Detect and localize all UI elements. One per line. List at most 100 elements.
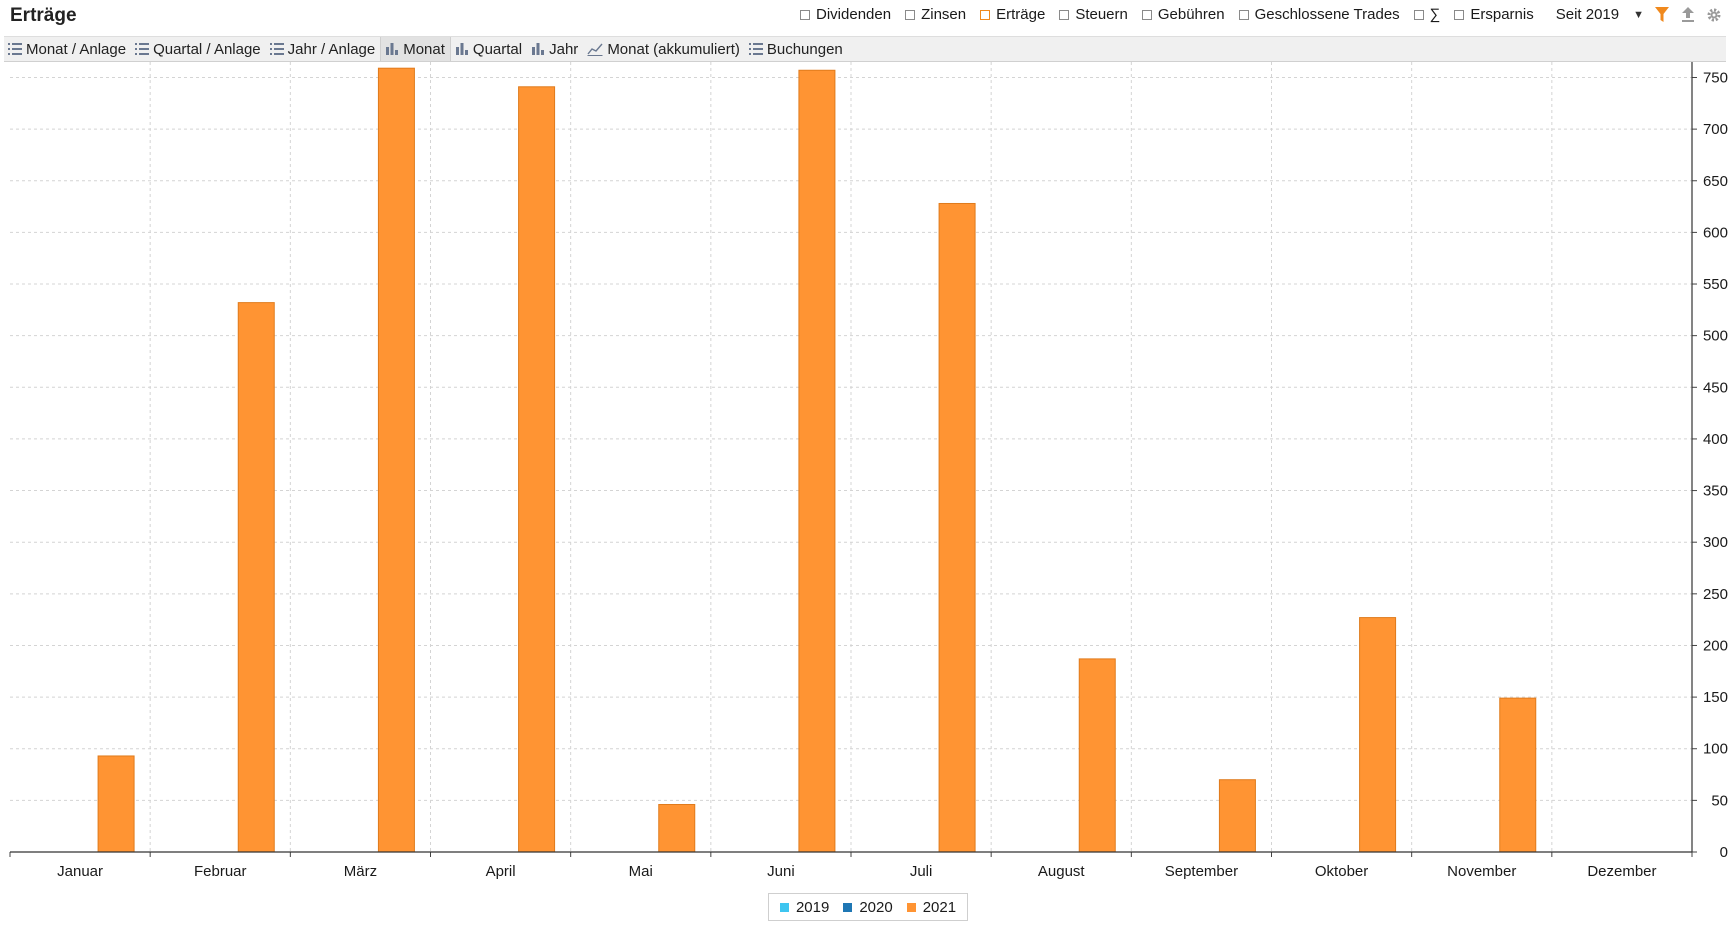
bar-2021-februar: [237, 302, 275, 853]
y-tick-label: 0: [1720, 844, 1728, 861]
checkbox-zinsen[interactable]: [905, 9, 916, 20]
list-icon: [8, 43, 22, 55]
filter-label-zinsen: Zinsen: [921, 6, 967, 23]
line-chart-icon: [587, 43, 603, 56]
filter-zinsen[interactable]: Zinsen: [905, 6, 966, 23]
page-title: Erträge: [10, 5, 77, 26]
export-icon[interactable]: [1680, 6, 1696, 23]
chevron-down-icon[interactable]: ▼: [1633, 8, 1644, 21]
filter-ertraege[interactable]: Erträge: [980, 6, 1045, 23]
filter-summe[interactable]: ∑: [1413, 6, 1441, 23]
tab-label: Quartal / Anlage: [153, 40, 261, 58]
legend-item-2019[interactable]: 2019: [779, 899, 829, 916]
y-tick-label: 750: [1703, 69, 1728, 86]
x-tick-label: März: [344, 863, 377, 880]
bar-2021-september: [1218, 779, 1256, 853]
list-icon: [748, 43, 763, 55]
filter-bar: Dividenden Zinsen Erträge Steuern Gebühr…: [786, 6, 1722, 23]
chart-legend: 2019 2020 2021: [768, 893, 968, 921]
settings-icon[interactable]: [1706, 7, 1722, 23]
y-tick-label: 700: [1703, 121, 1728, 138]
filter-label-steuern: Steuern: [1075, 6, 1128, 23]
bar-2021-mai: [658, 803, 696, 853]
bar-2021-april: [518, 86, 556, 853]
bar-2021-august: [1078, 658, 1116, 853]
tab-label: Jahr: [549, 40, 579, 58]
legend-label-2021: 2021: [922, 898, 957, 916]
bar-2021-oktober: [1359, 617, 1397, 853]
y-tick-label: 450: [1703, 379, 1728, 396]
checkbox-geschlossene-trades[interactable]: [1238, 9, 1249, 20]
y-tick-label: 200: [1703, 637, 1728, 654]
y-tick-label: 100: [1703, 741, 1728, 758]
tab-label: Monat (akkumuliert): [607, 40, 740, 58]
bar-2021-november: [1499, 697, 1537, 853]
tab-label: Buchungen: [766, 40, 843, 58]
bar-chart-icon: [386, 43, 399, 55]
period-dropdown[interactable]: Seit 2019 ▼: [1556, 6, 1644, 23]
checkbox-summe[interactable]: [1413, 9, 1424, 20]
checkbox-ertraege[interactable]: [980, 9, 991, 20]
legend-item-2020[interactable]: 2020: [843, 898, 893, 916]
legend-swatch-2019: [779, 902, 789, 912]
list-icon: [269, 43, 284, 55]
legend-item-2021[interactable]: 2021: [906, 898, 957, 916]
tab-jahr[interactable]: Jahr: [527, 37, 583, 61]
bar-chart: 0 50 100 150 200 250 300 350 400 450 500 550 600 650 7…: [9, 62, 1728, 880]
checkbox-steuern[interactable]: [1059, 9, 1070, 20]
x-tick-label: Mai: [629, 863, 653, 880]
filter-label-geschlossene-trades: Geschlossene Trades: [1254, 6, 1400, 23]
x-tick-label: Oktober: [1315, 863, 1368, 880]
legend-swatch-2020: [843, 902, 853, 912]
tab-jahr-anlage[interactable]: Jahr / Anlage: [266, 37, 381, 61]
legend-label-2020: 2020: [859, 898, 893, 916]
x-tick-label: Juni: [767, 863, 795, 880]
tab-monat-akkumuliert[interactable]: Monat (akkumuliert): [583, 37, 745, 61]
y-tick-label: 150: [1703, 689, 1728, 706]
tab-label: Quartal: [472, 40, 523, 58]
filter-geschlossene-trades[interactable]: Geschlossene Trades: [1238, 6, 1400, 23]
filter-label-ertraege: Erträge: [996, 6, 1046, 23]
filter-steuern[interactable]: Steuern: [1059, 6, 1128, 23]
tab-label: Monat / Anlage: [26, 40, 127, 58]
tab-label: Jahr / Anlage: [287, 40, 376, 58]
bar-chart-icon: [532, 43, 545, 55]
filter-dividenden[interactable]: Dividenden: [800, 6, 891, 23]
bar-2021-januar: [97, 755, 135, 853]
checkbox-ersparnis[interactable]: [1454, 9, 1465, 20]
y-tick-label: 400: [1703, 431, 1728, 448]
x-tick-label: Juli: [910, 863, 933, 880]
tab-quartal[interactable]: Quartal: [451, 37, 527, 61]
y-tick-label: 550: [1703, 276, 1728, 293]
filter-label-summe: ∑: [1429, 6, 1441, 23]
checkbox-dividenden[interactable]: [800, 9, 811, 20]
tab-quartal-anlage[interactable]: Quartal / Anlage: [131, 37, 266, 61]
filter-icon[interactable]: [1654, 6, 1670, 23]
tab-monat[interactable]: Monat: [380, 37, 451, 61]
filter-label-gebuehren: Gebühren: [1157, 6, 1225, 23]
bar-2021-märz: [377, 67, 415, 853]
period-label: Seit 2019: [1555, 6, 1620, 23]
y-tick-label: 300: [1703, 534, 1728, 551]
legend-swatch-2021: [906, 902, 916, 912]
x-tick-label: Dezember: [1587, 863, 1656, 880]
filter-label-dividenden: Dividenden: [816, 6, 892, 23]
x-tick-label: September: [1165, 863, 1238, 880]
view-tabs: Monat / Anlage Quartal / Anlage Jahr / A…: [4, 36, 1726, 62]
x-tick-label: Februar: [194, 863, 247, 880]
top-bar: Erträge Dividenden Zinsen Erträge Steuer…: [0, 0, 1730, 34]
checkbox-gebuehren[interactable]: [1141, 9, 1152, 20]
filter-gebuehren[interactable]: Gebühren: [1141, 6, 1225, 23]
bar-2021-juli: [938, 202, 976, 853]
filter-ersparnis[interactable]: Ersparnis: [1454, 6, 1534, 23]
x-tick-label: August: [1038, 863, 1086, 880]
y-tick-label: 50: [1711, 792, 1728, 809]
x-tick-label: November: [1447, 863, 1516, 880]
y-tick-label: 250: [1703, 586, 1728, 603]
tab-monat-anlage[interactable]: Monat / Anlage: [4, 37, 131, 61]
y-tick-label: 350: [1703, 483, 1728, 500]
tab-buchungen[interactable]: Buchungen: [745, 37, 848, 61]
x-tick-label: April: [486, 863, 516, 880]
tab-label: Monat: [403, 40, 445, 58]
x-tick-label: Januar: [57, 863, 103, 880]
